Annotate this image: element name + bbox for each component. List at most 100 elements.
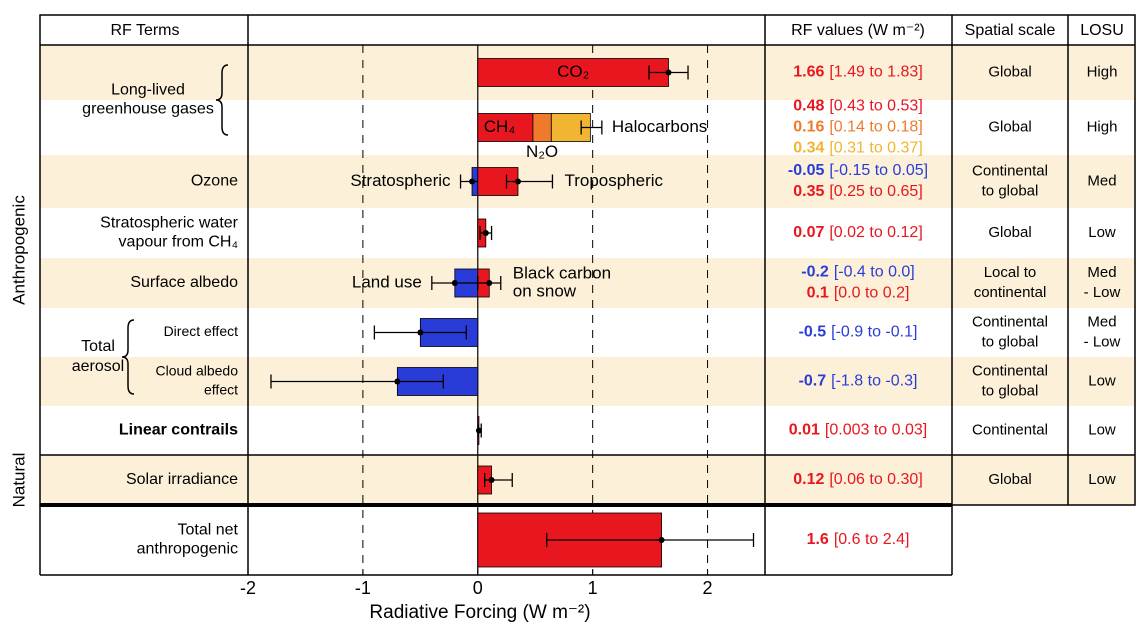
bar [477,58,669,87]
header: RF values (W m⁻²) [791,22,925,39]
header: Spatial scale [965,22,1056,39]
group-label: Anthropogenic [9,195,28,305]
rf-value-range: [0.25 to 0.65] [829,183,922,200]
spatial-scale: to global [982,182,1039,199]
rf-value-number: 0.12 [793,471,824,488]
x-tick-label: -2 [240,578,256,598]
rf-value: 0.34 [0.31 to 0.37] [793,140,923,157]
spatial-scale: Continental [972,362,1048,379]
x-axis-label: Radiative Forcing (W m⁻²) [369,602,590,623]
spatial-scale: Continental [972,162,1048,179]
series-label: Land use [352,272,422,291]
value-dot [469,178,476,185]
rf-value: -0.5 [-0.9 to -0.1] [799,324,918,341]
term-label: Solar irradiance [126,471,238,488]
term-label: Linear contrails [119,422,238,439]
rf-value-range: [-0.15 to 0.05] [829,162,928,179]
bar [477,113,534,142]
rf-value: 0.1 [0.0 to 0.2] [807,285,910,302]
value-dot [665,69,672,76]
rf-value-range: [0.003 to 0.03] [825,422,927,439]
table-borders [39,14,1136,576]
series-label: Stratospheric [350,171,451,190]
rf-value-range: [0.31 to 0.37] [829,140,922,157]
spatial-scale: Local to [984,264,1037,281]
x-tick-label: 1 [588,578,598,598]
rf-value: 0.07 [0.02 to 0.12] [793,224,923,241]
rf-value-number: 0.1 [807,285,829,302]
value-dot [394,378,401,385]
x-tick-label: 0 [473,578,483,598]
rf-value: 1.6 [0.6 to 2.4] [807,531,910,548]
spatial-scale: continental [974,284,1047,301]
content: RF Terms RF values (W m⁻²) Spatial scale LO… [9,22,1123,623]
header: RF Terms [110,22,179,39]
rf-value: 0.48 [0.43 to 0.53] [793,98,923,115]
rf-value-number: 0.01 [789,422,820,439]
rf-value-number: -0.05 [788,162,825,179]
rf-value: 0.16 [0.14 to 0.18] [793,119,923,136]
group-label: Natural [9,453,28,508]
losu: Med [1087,264,1116,281]
spatial-scale: to global [982,382,1039,399]
rf-value-number: 0.34 [793,140,824,157]
value-dot [658,537,665,543]
series-label: CH₄ [484,117,516,136]
rf-value-range: [0.14 to 0.18] [829,119,922,136]
term-label: vapour from CH₄ [119,234,238,251]
term-label: Stratospheric water [100,215,239,232]
group-label: aerosol [72,358,124,375]
spatial-scale: to global [982,333,1039,350]
losu: Low [1088,224,1116,241]
term-label: Cloud albedo [155,363,238,379]
bar [550,113,591,142]
rf-value-number: 0.48 [793,98,824,115]
rf-value: -0.2 [-0.4 to 0.0] [801,264,915,281]
bar [532,113,552,142]
rf-value-number: -0.2 [801,264,829,281]
brace [215,64,229,136]
rf-value: 0.12 [0.06 to 0.30] [793,471,923,488]
losu: Low [1088,421,1116,438]
losu: Low [1088,471,1116,488]
series-label: Black carbon [513,263,611,282]
group-label: Total [81,338,115,355]
rf-value-range: [0.0 to 0.2] [834,285,910,302]
term-label: Long-lived [111,82,185,99]
term-label: Total net [178,522,239,539]
spatial-scale: Global [988,471,1031,488]
rf-value-number: 0.35 [793,183,824,200]
rf-value-range: [-0.4 to 0.0] [834,264,915,281]
rf-value: 0.01 [0.003 to 0.03] [789,422,927,439]
x-tick-label: -1 [355,578,371,598]
spatial-scale: Continental [972,421,1048,438]
rf-value-range: [0.43 to 0.53] [829,98,922,115]
brace [121,319,135,395]
rf-value-number: 1.6 [807,531,829,548]
value-dot [475,427,482,434]
losu: High [1087,63,1118,80]
term-label: Direct effect [164,323,239,339]
losu: Med [1087,313,1116,330]
value-dot [514,178,521,185]
term-label: Ozone [191,173,238,190]
rf-value-number: 0.07 [793,224,824,241]
rf-value: 0.35 [0.25 to 0.65] [793,183,923,200]
series-label: Halocarbons [612,117,707,136]
rf-value-range: [-1.8 to -0.3] [831,373,917,390]
losu: Low [1088,372,1116,389]
losu: - Low [1084,333,1121,350]
term-label: Surface albedo [130,274,238,291]
series-label: Tropospheric [564,171,663,190]
rf-value-number: -0.7 [799,373,827,390]
rf-value: -0.05 [-0.15 to 0.05] [788,162,928,179]
rf-value: -0.7 [-1.8 to -0.3] [799,373,918,390]
series-label: N₂O [526,142,558,161]
rf-value-number: 0.16 [793,119,824,136]
value-dot [417,329,424,336]
rf-value: 1.66 [1.49 to 1.83] [793,64,923,81]
rf-value-number: 1.66 [793,64,824,81]
rf-value-range: [0.6 to 2.4] [834,531,910,548]
value-dot [482,230,489,236]
